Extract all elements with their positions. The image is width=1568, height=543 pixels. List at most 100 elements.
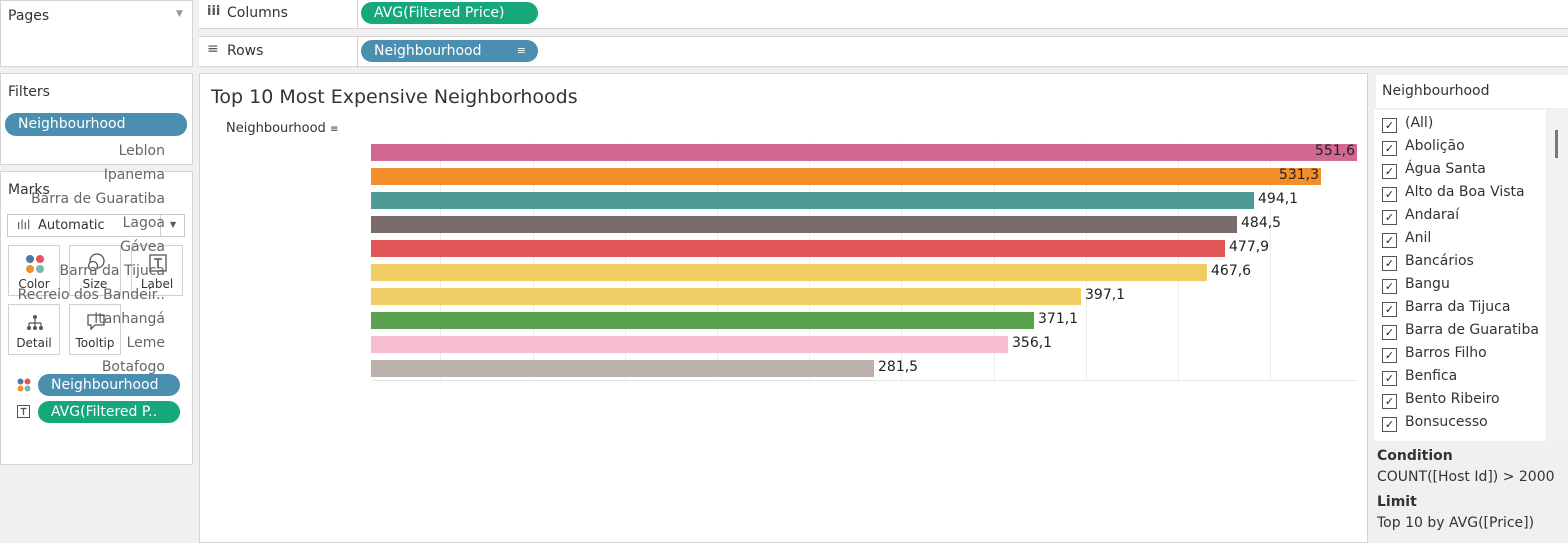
detail-icon: [27, 315, 43, 330]
filter-item-label: Água Santa: [1405, 161, 1486, 177]
checkbox-checked-icon[interactable]: ✓: [1382, 417, 1397, 432]
detail-button-label: Detail: [16, 336, 52, 350]
filter-list-item[interactable]: ✓ Alto da Boa Vista: [1382, 181, 1525, 204]
filter-item-label: Benfica: [1405, 368, 1458, 384]
row-label[interactable]: Lagoa: [122, 215, 165, 231]
rows-label: Rows: [227, 43, 264, 59]
filter-list-item[interactable]: ✓ Benfica: [1382, 365, 1457, 388]
bar-mark[interactable]: [371, 144, 1357, 161]
filter-list-item[interactable]: ✓ Bento Ribeiro: [1382, 388, 1500, 411]
filter-list-item[interactable]: ✓ Barros Filho: [1382, 342, 1487, 365]
filter-list-item[interactable]: ✓ Bangu: [1382, 273, 1450, 296]
rows-pill-neighbourhood[interactable]: Neighbourhood ≡: [361, 40, 538, 62]
bar-mark[interactable]: [371, 288, 1081, 305]
row-label[interactable]: Barra de Guaratiba: [31, 191, 165, 207]
detail-button[interactable]: Detail: [8, 304, 60, 355]
checkbox-checked-icon[interactable]: ✓: [1382, 187, 1397, 202]
filter-item-label: (All): [1405, 115, 1434, 131]
filter-card-header: Neighbourhood: [1376, 75, 1568, 108]
filter-item-label: Barra da Tijuca: [1405, 299, 1511, 315]
chevron-down-icon[interactable]: ▼: [176, 9, 183, 19]
row-label[interactable]: Barra da Tijuca: [59, 263, 165, 279]
checkbox-checked-icon[interactable]: ✓: [1382, 325, 1397, 340]
bar-mark[interactable]: [371, 360, 874, 377]
bar-mark[interactable]: [371, 216, 1237, 233]
filter-list-item[interactable]: ✓ Água Santa: [1382, 158, 1486, 181]
row-label[interactable]: Leme: [126, 335, 165, 351]
filter-item-label: Barra de Guaratiba: [1405, 322, 1539, 338]
checkbox-checked-icon[interactable]: ✓: [1382, 118, 1397, 133]
row-label[interactable]: Ipanema: [103, 167, 165, 183]
value-label: 477,9: [1229, 239, 1270, 255]
bar-mark[interactable]: [371, 192, 1254, 209]
value-label: 356,1: [1012, 335, 1053, 351]
pages-shelf[interactable]: Pages ▼: [0, 0, 193, 67]
bar-mark[interactable]: [371, 264, 1207, 281]
filter-list-item[interactable]: ✓ Barra da Tijuca: [1382, 296, 1510, 319]
checkbox-checked-icon[interactable]: ✓: [1382, 164, 1397, 179]
filter-item-label: Bancários: [1405, 253, 1474, 269]
filter-item-label: Anil: [1405, 230, 1432, 246]
checkbox-checked-icon[interactable]: ✓: [1382, 279, 1397, 294]
columns-pill-avg-filtered-price[interactable]: AVG(Filtered Price): [361, 2, 538, 24]
checkbox-checked-icon[interactable]: ✓: [1382, 256, 1397, 271]
bar-mark[interactable]: [371, 336, 1008, 353]
filter-item-label: Bonsucesso: [1405, 414, 1488, 430]
bar-mark[interactable]: [371, 240, 1225, 257]
filter-list-item[interactable]: ✓ Andaraí: [1382, 204, 1459, 227]
row-label[interactable]: Leblon: [118, 143, 165, 159]
color-button[interactable]: Color: [8, 245, 60, 296]
filter-pill-neighbourhood[interactable]: Neighbourhood: [5, 113, 187, 136]
row-label[interactable]: Recreio dos Bandeir..: [17, 287, 165, 303]
label-field-icon: [17, 405, 30, 418]
marks-field-avg-filtered-price[interactable]: AVG(Filtered P..: [38, 401, 180, 423]
filter-list-item[interactable]: ✓ Bonsucesso: [1382, 411, 1488, 434]
label-icon: [149, 254, 167, 272]
mark-type-dropdown[interactable]: ılıl Automatic ▼: [7, 214, 185, 237]
sort-icon[interactable]: ≡: [329, 124, 339, 135]
checkbox-checked-icon[interactable]: ✓: [1382, 371, 1397, 386]
checkbox-checked-icon[interactable]: ✓: [1382, 348, 1397, 363]
bar-mark[interactable]: [371, 312, 1034, 329]
label-button-label: Label: [140, 277, 174, 291]
filter-card-list[interactable]: ✓ (All) ✓ Abolição ✓ Água Santa ✓ Alto da Boa V…: [1374, 110, 1546, 441]
checkbox-checked-icon[interactable]: ✓: [1382, 233, 1397, 248]
filter-item-label: Bangu: [1405, 276, 1450, 292]
value-label: 494,1: [1258, 191, 1299, 207]
chevron-down-icon: ▼: [170, 220, 177, 229]
checkbox-checked-icon[interactable]: ✓: [1382, 141, 1397, 156]
checkbox-checked-icon[interactable]: ✓: [1382, 302, 1397, 317]
color-button-label: Color: [18, 277, 50, 291]
size-icon: [87, 253, 105, 272]
label-button[interactable]: Label: [131, 245, 183, 296]
tooltip-button-label: Tooltip: [75, 336, 115, 350]
rows-pill-label: Neighbourhood: [374, 43, 482, 59]
row-header-neighbourhood[interactable]: Neighbourhood ≡: [226, 121, 338, 136]
filter-list-item[interactable]: ✓ Anil: [1382, 227, 1431, 250]
row-label[interactable]: Gávea: [120, 239, 165, 255]
filter-list-item[interactable]: ✓ Bancários: [1382, 250, 1474, 273]
filter-list-item[interactable]: ✓ Abolição: [1382, 135, 1465, 158]
columns-label: Columns: [227, 5, 288, 21]
bar-mark[interactable]: [371, 168, 1321, 185]
filter-item-label: Alto da Boa Vista: [1405, 184, 1525, 200]
sort-icon[interactable]: ≡: [516, 44, 526, 57]
checkbox-checked-icon[interactable]: ✓: [1382, 394, 1397, 409]
filter-scrollbar[interactable]: [1548, 110, 1568, 441]
row-label[interactable]: Itanhangá: [94, 311, 165, 327]
filter-item-label: Bento Ribeiro: [1405, 391, 1500, 407]
row-label[interactable]: Botafogo: [101, 359, 165, 375]
condition-value: COUNT([Host Id]) > 2000: [1377, 469, 1555, 485]
value-label: 281,5: [878, 359, 919, 375]
limit-title: Limit: [1377, 494, 1417, 510]
chart-area: Leblon 551,6 Ipanema 531,3 Barra de Guaratib…: [17, 143, 1357, 381]
filter-list-item[interactable]: ✓ (All): [1382, 112, 1433, 135]
filter-list-item[interactable]: ✓ Barra de Guaratiba: [1382, 319, 1539, 342]
marks-field-neighbourhood[interactable]: Neighbourhood: [38, 374, 180, 396]
tooltip-button[interactable]: Tooltip: [69, 304, 121, 355]
scrollbar-thumb[interactable]: [1555, 130, 1558, 158]
size-button[interactable]: Size: [69, 245, 121, 296]
checkbox-checked-icon[interactable]: ✓: [1382, 210, 1397, 225]
value-label: 467,6: [1211, 263, 1252, 279]
value-label: 531,3: [1278, 167, 1319, 183]
